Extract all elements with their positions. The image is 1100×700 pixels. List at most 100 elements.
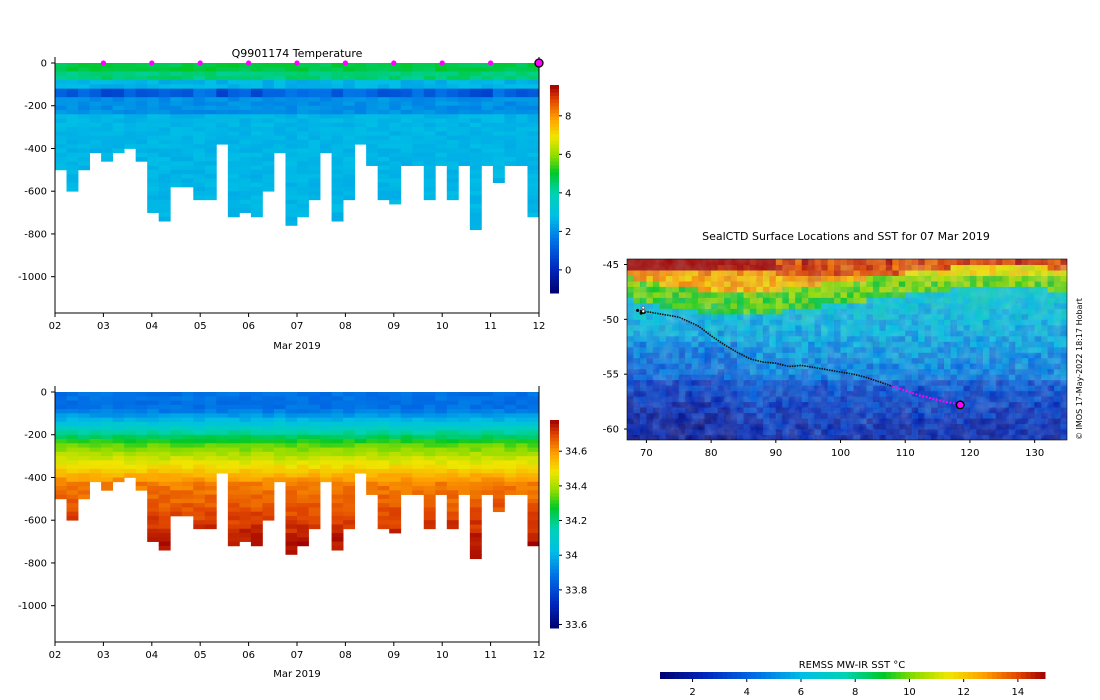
section-cell	[250, 443, 263, 448]
section-cell	[343, 524, 356, 530]
section-cell	[273, 122, 286, 128]
section-cell	[158, 507, 171, 513]
section-cell	[66, 460, 79, 466]
section-cell	[435, 392, 448, 397]
section-cell	[239, 208, 252, 213]
section-cell	[492, 135, 505, 141]
section-cell	[400, 97, 413, 102]
section-cell	[435, 451, 448, 457]
section-cell	[297, 439, 309, 444]
section-cell	[147, 92, 160, 98]
section-cell	[354, 80, 367, 85]
section-cell	[239, 421, 252, 427]
section-cell	[227, 443, 240, 448]
section-cell	[308, 101, 321, 107]
section-cell	[239, 161, 252, 166]
sst-colorbar-swatch	[972, 672, 979, 679]
section-cell	[239, 165, 252, 171]
section-cell	[435, 67, 448, 72]
map-y-tick-label: -50	[603, 315, 619, 326]
section-cell	[55, 486, 67, 491]
section-cell	[504, 127, 517, 132]
section-cell	[412, 400, 425, 406]
section-cell	[343, 400, 356, 406]
section-cell	[170, 464, 183, 470]
section-cell	[262, 507, 275, 513]
section-cell	[354, 122, 367, 128]
section-cell	[204, 174, 217, 179]
section-cell	[239, 503, 252, 508]
section-cell	[285, 550, 298, 555]
section-cell	[435, 148, 448, 154]
section-cell	[285, 456, 298, 461]
section-cell	[469, 473, 482, 478]
section-cell	[515, 460, 528, 466]
section-cell	[423, 417, 436, 423]
sst-colorbar-swatch	[833, 672, 839, 679]
sst-colorbar-swatch	[674, 672, 680, 679]
section-cell	[297, 434, 309, 440]
section-cell	[239, 110, 252, 115]
section-cell	[400, 400, 413, 406]
section-cell	[343, 503, 356, 508]
section-cell	[250, 392, 263, 397]
section-cell	[285, 63, 298, 68]
section-cell	[400, 161, 413, 166]
section-cell	[366, 67, 379, 72]
section-cell	[469, 430, 482, 436]
sst-colorbar-swatch	[1001, 672, 1007, 679]
section-cell	[204, 88, 217, 94]
section-cell	[297, 131, 309, 137]
section-cell	[227, 421, 240, 427]
section-cell	[204, 396, 217, 401]
section-cell	[308, 460, 321, 466]
section-cell	[227, 524, 240, 530]
section-cell	[204, 494, 217, 500]
section-cell	[446, 131, 459, 137]
section-cell	[101, 157, 114, 162]
colorbar-swatch	[550, 551, 559, 556]
section-cell	[78, 71, 90, 77]
section-cell	[331, 127, 344, 132]
section-cell	[227, 520, 240, 525]
section-cell	[435, 80, 448, 85]
section-cell	[366, 118, 379, 124]
section-cell	[55, 165, 67, 171]
section-cell	[89, 105, 102, 111]
section-cell	[112, 409, 125, 414]
section-cell	[66, 144, 79, 149]
section-cell	[78, 161, 90, 166]
section-cell	[297, 101, 309, 107]
section-cell	[66, 490, 79, 495]
section-cell	[158, 110, 171, 115]
section-cell	[158, 404, 171, 410]
section-cell	[204, 515, 217, 521]
section-cell	[262, 464, 275, 470]
section-cell	[147, 417, 160, 423]
section-cell	[412, 84, 425, 90]
section-cell	[377, 456, 390, 461]
section-cell	[343, 494, 356, 500]
section-cell	[239, 533, 252, 538]
section-cell	[285, 114, 298, 119]
section-cell	[308, 396, 321, 401]
section-cell	[412, 413, 425, 419]
section-cell	[135, 464, 148, 470]
section-cell	[423, 447, 436, 453]
section-cell	[193, 105, 206, 111]
section-cell	[170, 110, 183, 115]
colorbar-swatch	[550, 143, 559, 148]
section-cell	[412, 144, 425, 149]
section-cell	[377, 460, 390, 466]
section-cell	[297, 528, 309, 534]
section-cell	[262, 417, 275, 423]
section-cell	[469, 520, 482, 525]
section-cell	[446, 486, 459, 491]
section-cell	[297, 80, 309, 85]
section-cell	[446, 481, 459, 487]
section-cell	[158, 114, 171, 119]
section-cell	[124, 75, 137, 81]
section-cell	[112, 139, 125, 145]
section-cell	[181, 178, 194, 184]
section-cell	[412, 409, 425, 414]
